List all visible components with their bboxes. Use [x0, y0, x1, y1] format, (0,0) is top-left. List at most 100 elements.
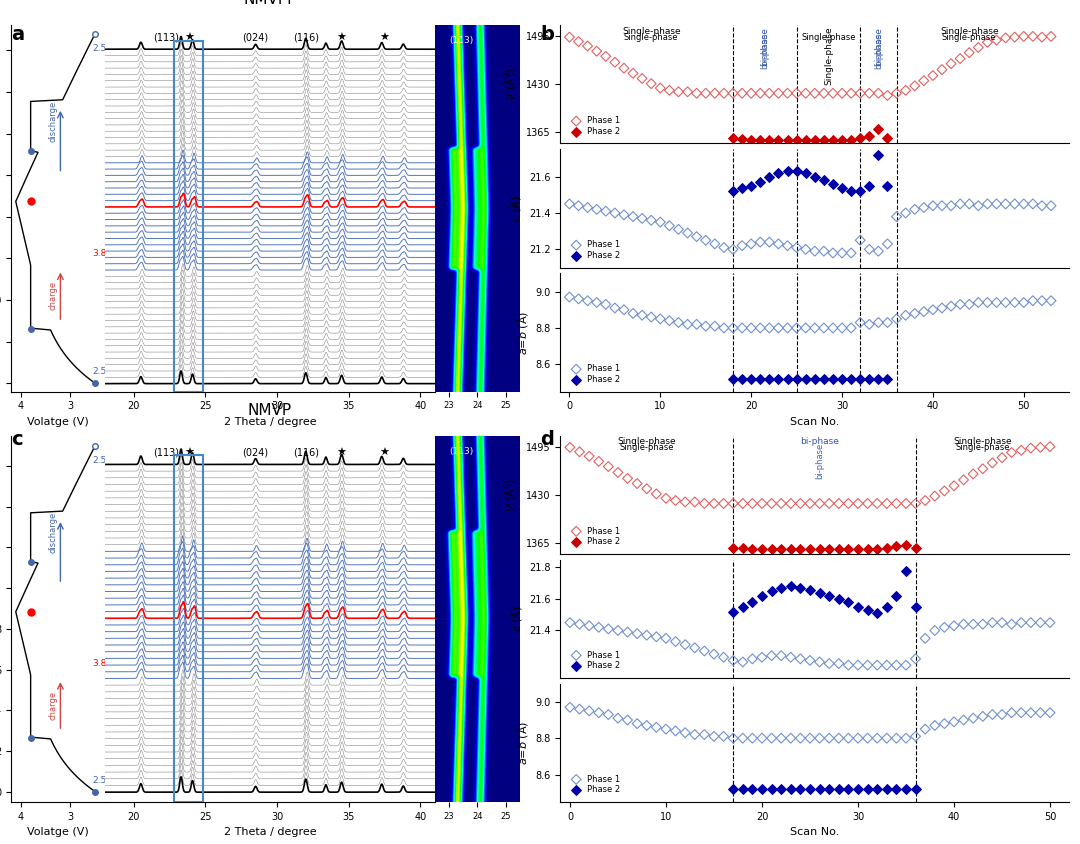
Point: [619, 472, 636, 485]
Point: [821, 732, 838, 745]
Point: [970, 295, 987, 309]
Point: [984, 456, 1001, 469]
Point: [821, 497, 838, 511]
Point: [811, 732, 828, 745]
Point: [879, 179, 896, 192]
Point: [806, 133, 823, 147]
Point: [811, 655, 828, 668]
Point: [1003, 618, 1021, 631]
Point: [762, 542, 780, 555]
X-axis label: Volatge (V): Volatge (V): [27, 827, 89, 837]
Point: [725, 131, 742, 144]
Point: [752, 176, 769, 189]
Text: Single-phase: Single-phase: [942, 33, 997, 41]
Point: [1031, 706, 1049, 719]
Point: [978, 35, 996, 49]
Point: [984, 708, 1001, 722]
Point: [1003, 706, 1021, 719]
Point: [667, 494, 685, 507]
Point: [861, 179, 878, 192]
Point: [878, 497, 895, 511]
Point: [1041, 706, 1058, 719]
Text: c: c: [11, 430, 23, 450]
Text: 2.5V: 2.5V: [93, 456, 113, 465]
Point: [907, 652, 924, 666]
Bar: [174, 455, 203, 802]
Point: [643, 77, 660, 90]
Title: NMVPF: NMVPF: [243, 0, 296, 8]
Text: (113): (113): [449, 36, 473, 46]
X-axis label: 2 Theta / degree: 2 Theta / degree: [224, 417, 316, 427]
Point: [831, 542, 848, 555]
Point: [696, 644, 713, 657]
Point: [970, 199, 987, 213]
Point: [581, 450, 598, 463]
Point: [599, 460, 617, 473]
Point: [801, 782, 819, 796]
Point: [935, 620, 953, 634]
Point: [943, 199, 960, 213]
Point: [648, 487, 665, 500]
Point: [834, 133, 851, 147]
Point: [907, 497, 924, 511]
Point: [733, 133, 751, 146]
Text: ★: ★: [337, 448, 347, 458]
Point: [824, 133, 841, 147]
Point: [715, 86, 732, 100]
Legend: Phase 1, Phase 2: Phase 1, Phase 2: [565, 113, 623, 139]
Point: [688, 317, 705, 331]
Point: [801, 732, 819, 745]
Point: [779, 165, 796, 178]
Point: [868, 606, 886, 619]
Point: [1042, 199, 1059, 213]
Point: [772, 649, 789, 663]
Point: [561, 290, 578, 304]
Point: [661, 84, 678, 97]
Point: [851, 86, 868, 100]
X-axis label: Volatge (V): Volatge (V): [27, 417, 89, 427]
Point: [851, 372, 868, 386]
Point: [797, 86, 814, 100]
Point: [964, 618, 982, 631]
Point: [579, 201, 596, 214]
Point: [1022, 706, 1039, 719]
Text: a: a: [11, 25, 24, 45]
Text: 3.8V: 3.8V: [93, 658, 113, 668]
Point: [834, 322, 851, 335]
Point: [667, 724, 685, 738]
Point: [782, 542, 799, 555]
Point: [831, 732, 848, 745]
Point: [634, 309, 651, 322]
Point: [705, 497, 723, 511]
Point: [579, 39, 596, 52]
Point: [725, 732, 742, 745]
Point: [744, 652, 761, 666]
Point: [878, 658, 895, 672]
Point: [638, 719, 656, 733]
Point: [679, 317, 697, 331]
Point: [705, 647, 723, 661]
Point: [974, 618, 991, 631]
Point: [888, 658, 905, 672]
Point: [715, 651, 732, 664]
Point: [1024, 294, 1041, 307]
Point: [861, 242, 878, 256]
Point: [588, 45, 605, 58]
Point: [842, 185, 860, 198]
Point: [676, 495, 693, 509]
Point: [679, 226, 697, 240]
Point: [760, 235, 778, 249]
Point: [670, 316, 687, 329]
Point: [792, 652, 809, 666]
Point: [606, 301, 623, 315]
Text: ★: ★: [337, 33, 347, 42]
Point: [744, 497, 761, 511]
Point: [762, 732, 780, 745]
Point: [801, 582, 819, 596]
Point: [978, 197, 996, 211]
Point: [1013, 706, 1030, 719]
Point: [1015, 295, 1032, 309]
Point: [670, 223, 687, 236]
Point: [676, 726, 693, 739]
Point: [686, 728, 703, 741]
